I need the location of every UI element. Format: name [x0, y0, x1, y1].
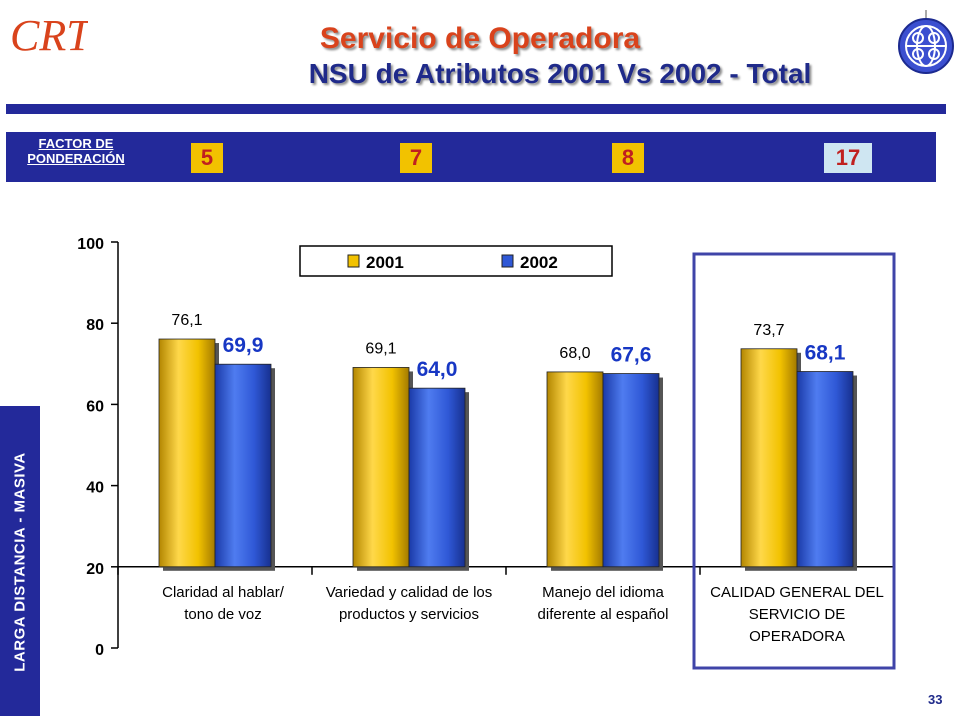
bar-2001	[158, 338, 216, 568]
bar-2002	[214, 363, 272, 568]
page-number: 33	[928, 692, 943, 707]
bar-2001	[546, 371, 604, 568]
data-label-2002: 69,9	[223, 334, 264, 357]
y-tick-label: 100	[77, 236, 104, 253]
data-label-2002: 67,6	[611, 344, 652, 367]
bar-2001	[352, 367, 410, 568]
data-label-2001: 73,7	[753, 322, 784, 339]
side-band	[0, 406, 40, 716]
category-label: productos y servicios	[339, 606, 479, 623]
category-label: diferente al español	[538, 606, 669, 623]
globe-icon	[898, 10, 954, 74]
data-label-2002: 68,1	[805, 342, 846, 365]
legend-swatch-2002	[501, 254, 514, 268]
category-label: CALIDAD GENERAL DEL	[710, 584, 884, 601]
data-label-2001: 69,1	[365, 340, 396, 357]
highlight-frame	[692, 252, 896, 670]
data-label-2001: 76,1	[171, 312, 202, 329]
y-tick-label: 40	[86, 480, 104, 497]
category-label: Manejo del idioma	[542, 584, 664, 601]
y-tick-label: 80	[86, 317, 104, 334]
svg-text:CRT: CRT	[10, 11, 88, 60]
y-tick-label: 0	[95, 642, 104, 659]
data-label-2001: 68,0	[559, 345, 590, 362]
page-subtitle: NSU de Atributos 2001 Vs 2002 - Total	[308, 58, 812, 89]
category-label: OPERADORA	[749, 628, 845, 645]
factor-value-box: 17	[824, 143, 872, 173]
page-title: Servicio de Operadora	[319, 22, 641, 55]
bar-2002	[602, 373, 660, 568]
crt-logo: CRT	[10, 11, 88, 60]
factor-bar	[6, 132, 936, 182]
category-label: tono de voz	[184, 606, 262, 623]
legend-box	[299, 245, 613, 277]
legend-swatch-2001	[347, 254, 360, 268]
factor-value-box: 7	[400, 143, 432, 173]
factor-value-box: 5	[191, 143, 223, 173]
category-label: Variedad y calidad de los	[326, 584, 493, 601]
factor-value-box: 8	[612, 143, 644, 173]
data-label-2002: 64,0	[417, 358, 458, 381]
header-rule	[6, 104, 946, 114]
category-label: Claridad al hablar/	[162, 584, 285, 601]
legend-label-2002: 2002	[520, 253, 558, 272]
y-tick-label: 60	[86, 398, 104, 415]
y-tick-label: 20	[86, 561, 104, 578]
bar-2002	[796, 371, 854, 568]
legend-label-2001: 2001	[366, 253, 404, 272]
factor-label: FACTOR DE PONDERACIÓN	[27, 136, 125, 166]
category-label: SERVICIO DE	[749, 606, 845, 623]
bar-2002	[408, 387, 466, 568]
bar-2001	[740, 348, 798, 568]
